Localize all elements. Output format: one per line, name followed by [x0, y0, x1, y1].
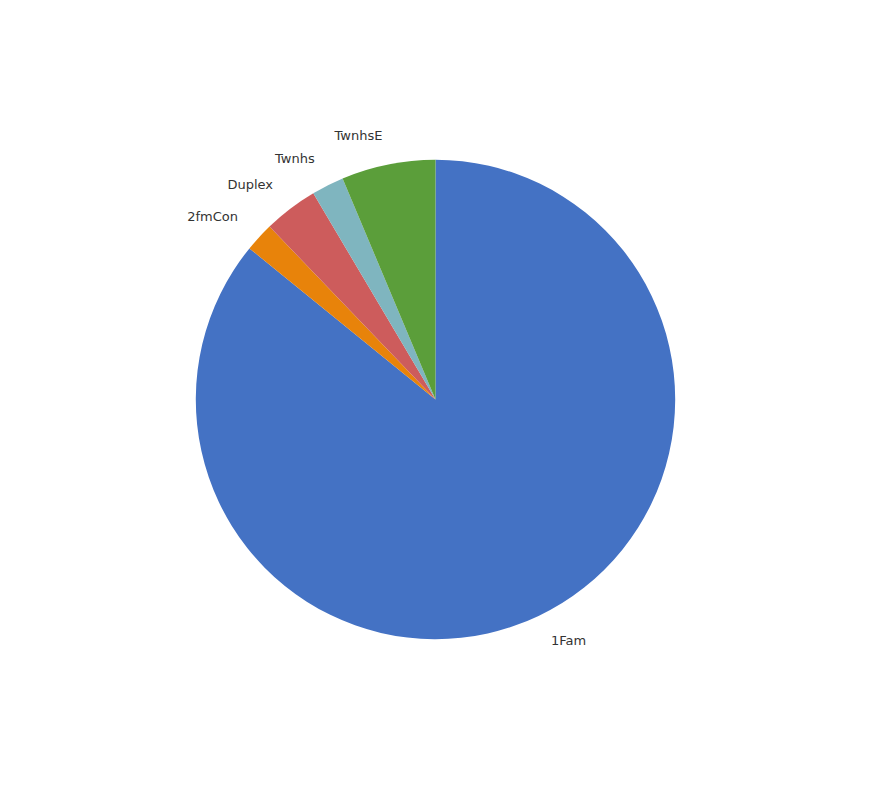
slice-label: Twnhs: [274, 151, 315, 166]
chart: 1Fam 2fmCon DuplexTwnhs TwnhsE: [0, 0, 871, 799]
slice-label: 1Fam: [551, 633, 586, 648]
slice-label: 2fmCon: [187, 209, 238, 224]
slice-label: Duplex: [227, 177, 273, 192]
slice: [343, 160, 436, 400]
slice: [196, 160, 675, 639]
slices: [196, 160, 675, 639]
slice-labels: 1Fam 2fmCon DuplexTwnhs TwnhsE: [187, 128, 586, 649]
slice-label: TwnhsE: [334, 128, 383, 143]
pie: 1Fam 2fmCon DuplexTwnhs TwnhsE: [187, 128, 675, 649]
